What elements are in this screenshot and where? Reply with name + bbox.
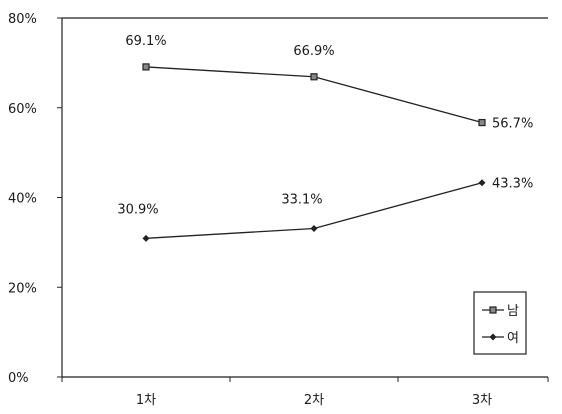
- legend-label: 여: [507, 331, 519, 346]
- legend: 남여: [473, 291, 527, 355]
- x-tick-label: 1차: [136, 393, 156, 408]
- data-point-diamond: [142, 234, 150, 242]
- x-tick-label: 2차: [304, 393, 324, 408]
- y-tick-label: 60%: [8, 102, 37, 117]
- data-label: 30.9%: [117, 202, 158, 217]
- y-tick-label: 0%: [8, 371, 29, 386]
- x-tick-labels: 1차 2차 3차: [136, 393, 492, 408]
- data-label: 33.1%: [281, 192, 322, 207]
- series-lines: [142, 63, 486, 242]
- y-tick-label: 80%: [8, 12, 37, 27]
- data-label: 69.1%: [125, 34, 166, 49]
- legend-marker-diamond: [489, 333, 497, 341]
- data-point-square: [310, 73, 318, 81]
- axes: [57, 17, 549, 382]
- legend-marker-square: [489, 306, 497, 314]
- data-point-diamond: [310, 224, 318, 232]
- data-label: 43.3%: [492, 177, 533, 192]
- data-labels: 69.1% 66.9% 56.7% 30.9% 33.1% 43.3%: [117, 34, 533, 217]
- legend-label: 남: [507, 304, 519, 319]
- data-point-square: [478, 118, 486, 127]
- y-tick-labels: 0% 20% 40% 60% 80%: [8, 12, 37, 386]
- data-label: 56.7%: [492, 117, 533, 132]
- y-tick-label: 20%: [8, 281, 37, 296]
- legend-box: [473, 291, 527, 355]
- data-point-square: [142, 63, 150, 71]
- x-tick-label: 3차: [472, 393, 492, 408]
- y-tick-label: 40%: [8, 192, 37, 207]
- data-point-diamond: [478, 179, 486, 187]
- data-label: 66.9%: [293, 44, 334, 59]
